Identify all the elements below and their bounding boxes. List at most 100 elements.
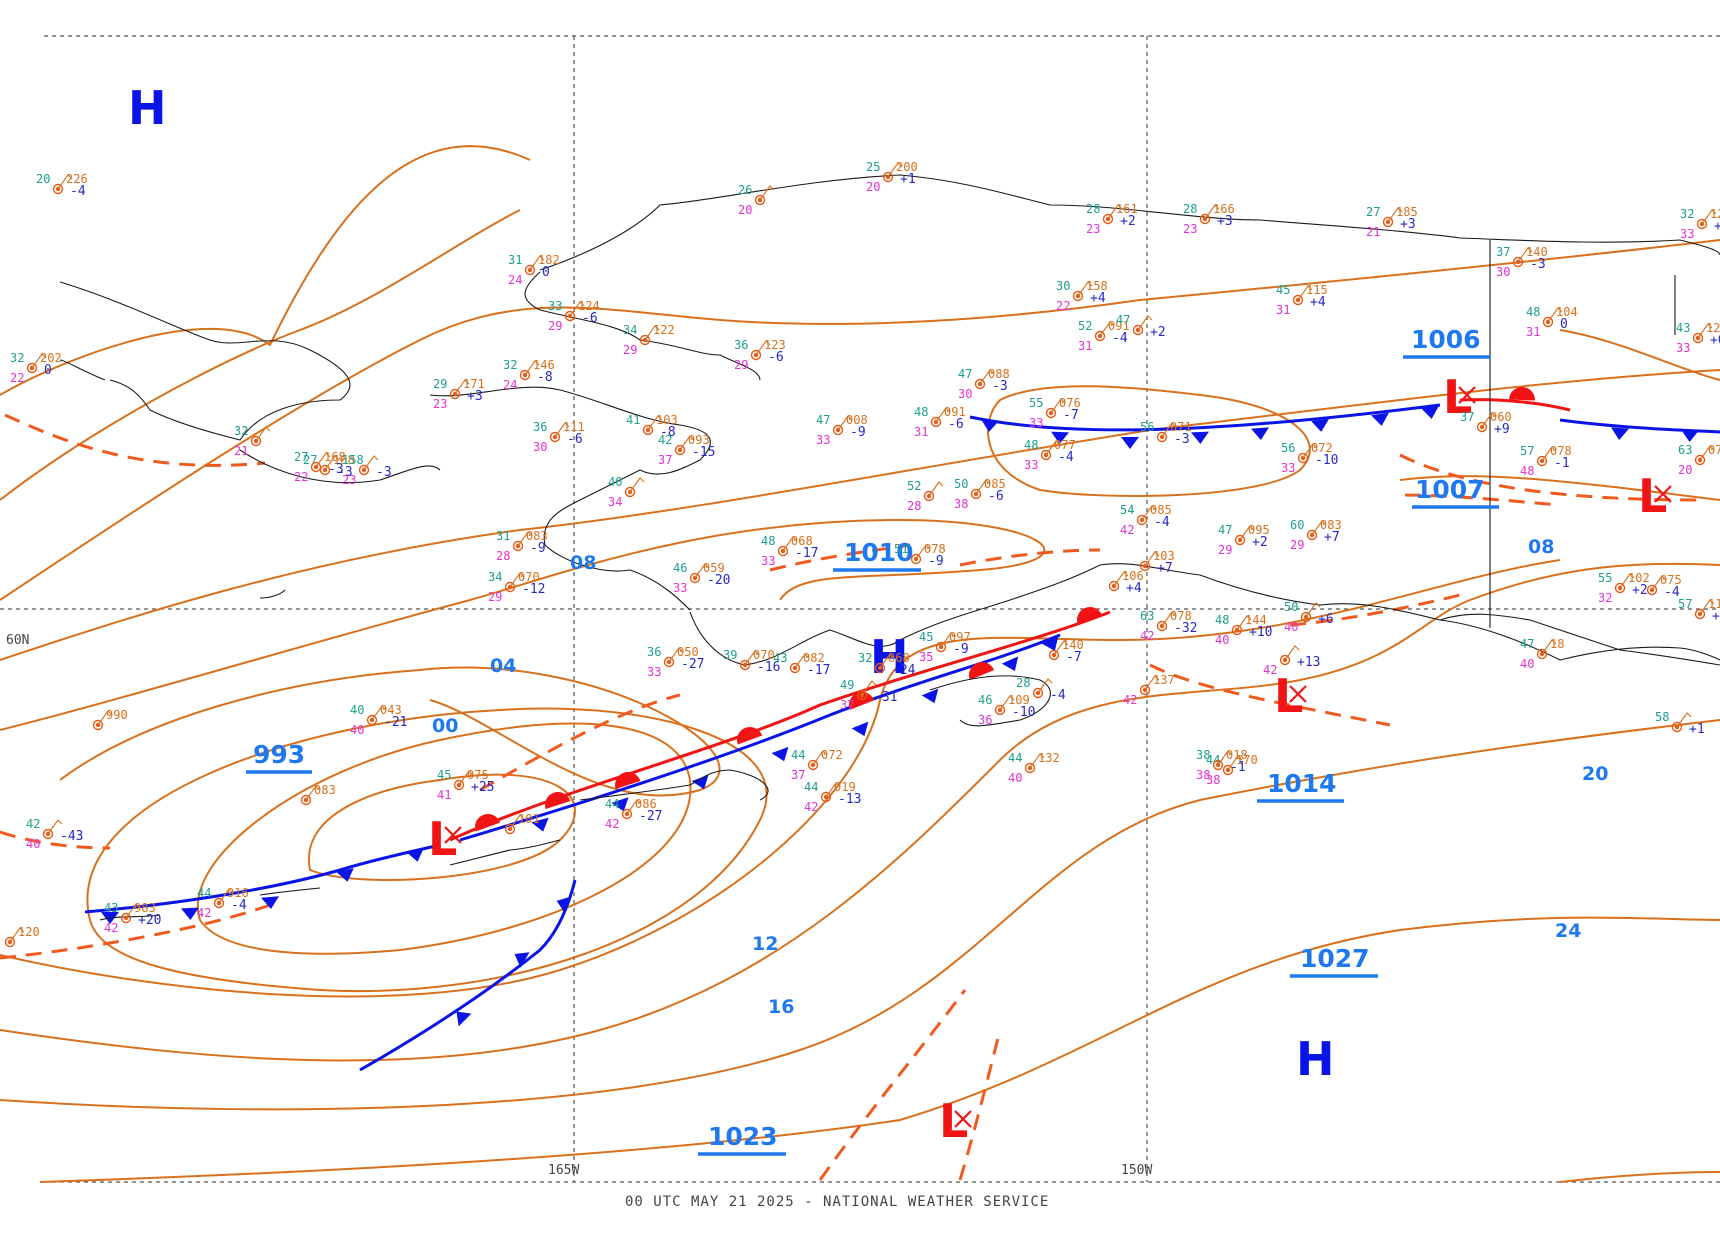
station-pressure: 226 [66, 172, 88, 186]
station-temperature: 44 [605, 797, 619, 811]
cold-front-triangle [1041, 636, 1059, 651]
station-temperature: 48 [1526, 305, 1540, 319]
station-temperature: 55 [1029, 396, 1043, 410]
station-dewpoint: 42 [1263, 663, 1277, 677]
station-temperature: 43 [773, 651, 787, 665]
station-pressure: 101 [518, 812, 540, 826]
station-pressure-tendency: -6 [948, 417, 964, 432]
station-plot: 48 40 144+10 [1215, 613, 1272, 647]
station-temperature: 50 [1284, 600, 1298, 614]
wind-barb [1204, 204, 1220, 220]
station-circle [1132, 324, 1144, 336]
wind-barb [1619, 573, 1635, 589]
station-dewpoint: 33 [673, 581, 687, 595]
station-plot: 42 137 [1123, 673, 1175, 707]
station-pressure: 093 [688, 433, 710, 447]
station-pressure-tendency: -7 [1066, 650, 1082, 665]
wind-barb [1161, 611, 1177, 627]
wind-barb [125, 903, 141, 919]
station-pressure: 019 [834, 780, 856, 794]
station-temperature: 31 [508, 253, 522, 267]
station-circle [1102, 213, 1114, 225]
station-pressure-tendency: -9 [953, 642, 969, 657]
station-pressure-tendency: +6 [1714, 219, 1720, 234]
station-circle [1024, 762, 1036, 774]
wind-barb [744, 650, 760, 666]
station-pressure: 070 [518, 570, 540, 584]
station-circle [1156, 620, 1168, 632]
wind-barb [363, 455, 379, 471]
station-temperature: 36 [533, 420, 547, 434]
station-plot: 083 [300, 783, 336, 806]
warm-front-semicircle [849, 692, 875, 710]
station-pressure: 120 [18, 925, 40, 939]
station-pressure-tendency: -12 [522, 582, 545, 597]
station-pressure-tendency: -4 [1058, 450, 1074, 465]
station-pressure-tendency: +6 [1710, 333, 1720, 348]
station-pressure: 078 [1170, 609, 1192, 623]
station-circle [524, 264, 536, 276]
station-plot: 27 21 185+3 [1366, 205, 1418, 239]
station-circle [910, 553, 922, 565]
station-dewpoint: 28 [496, 549, 510, 563]
isobar-label: 08 [1528, 536, 1554, 558]
station-circle [1048, 649, 1060, 661]
station-pressure: 075 [467, 768, 489, 782]
station-pressure-tendency: +2 [1252, 535, 1268, 550]
station-temperature: 48 [1024, 438, 1038, 452]
station-pressure: 140 [1062, 638, 1084, 652]
station-plot: 120 [4, 925, 40, 948]
warm-front-semicircle [1077, 607, 1102, 626]
cold-front-triangle [556, 896, 572, 914]
station-plot: 29 23 171+3 [433, 377, 485, 411]
station-pressure: 060 [1490, 410, 1512, 424]
station-pressure: 137 [1153, 673, 1175, 687]
station-plot: 42 40 -43 [26, 817, 83, 851]
station-plot: 43 42 983+20 [104, 901, 161, 935]
station-pressure: 111 [563, 420, 585, 434]
station-temperature: 60 [1290, 518, 1304, 532]
station-plot: 57 48 078-1 [1520, 444, 1572, 478]
station-circle [1156, 431, 1168, 443]
cold-front-triangle [1371, 412, 1389, 426]
wind-barb [454, 379, 470, 395]
station-temperature: 45 [919, 630, 933, 644]
station-dewpoint: 22 [10, 371, 24, 385]
station-temperature: 56 [1281, 441, 1295, 455]
wind-barb [9, 927, 25, 943]
station-dewpoint: 29 [548, 319, 562, 333]
wind-barb [1144, 551, 1160, 567]
cold-front-triangle [336, 868, 354, 882]
station-pressure: 018 [1226, 748, 1248, 762]
station-circle [1139, 684, 1151, 696]
station-circle [1646, 584, 1658, 596]
wind-barb [1481, 412, 1497, 428]
station-plot: 38 38 018-1 [1196, 748, 1248, 782]
wind-barb [668, 647, 684, 663]
station-plot: 47 33 008-9 [816, 413, 868, 447]
wind-barb [755, 340, 771, 356]
station-plot: 45 31 115+4 [1276, 283, 1328, 317]
station-dewpoint: 23 [1183, 222, 1197, 236]
station-circle [1694, 454, 1706, 466]
station-temperature: 42 [26, 817, 40, 831]
station-plot: 43 33 122+6 [1676, 321, 1720, 355]
station-circle [1306, 529, 1318, 541]
station-dewpoint: 33 [1680, 227, 1694, 241]
station-pressure-tendency: -9 [530, 541, 546, 556]
wind-barb [1236, 615, 1252, 631]
station-pressure-tendency: 0 [44, 363, 52, 378]
station-pressure-tendency: -3 [1530, 257, 1546, 272]
station-pressure: 983 [134, 901, 156, 915]
station-circle [504, 823, 516, 835]
front-symbols [101, 387, 1699, 1027]
wind-barb [509, 572, 525, 588]
station-pressure: 18 [1550, 637, 1564, 651]
low-center: L [1274, 669, 1307, 723]
station-circle [1692, 332, 1704, 344]
station-temperature: 56 [1140, 420, 1154, 434]
station-pressure-tendency: +2 [1632, 583, 1648, 598]
pressure-value: 1007 [1415, 475, 1485, 504]
station-pressure-tendency: +7 [1157, 561, 1173, 576]
station-pressure: 050 [677, 645, 699, 659]
